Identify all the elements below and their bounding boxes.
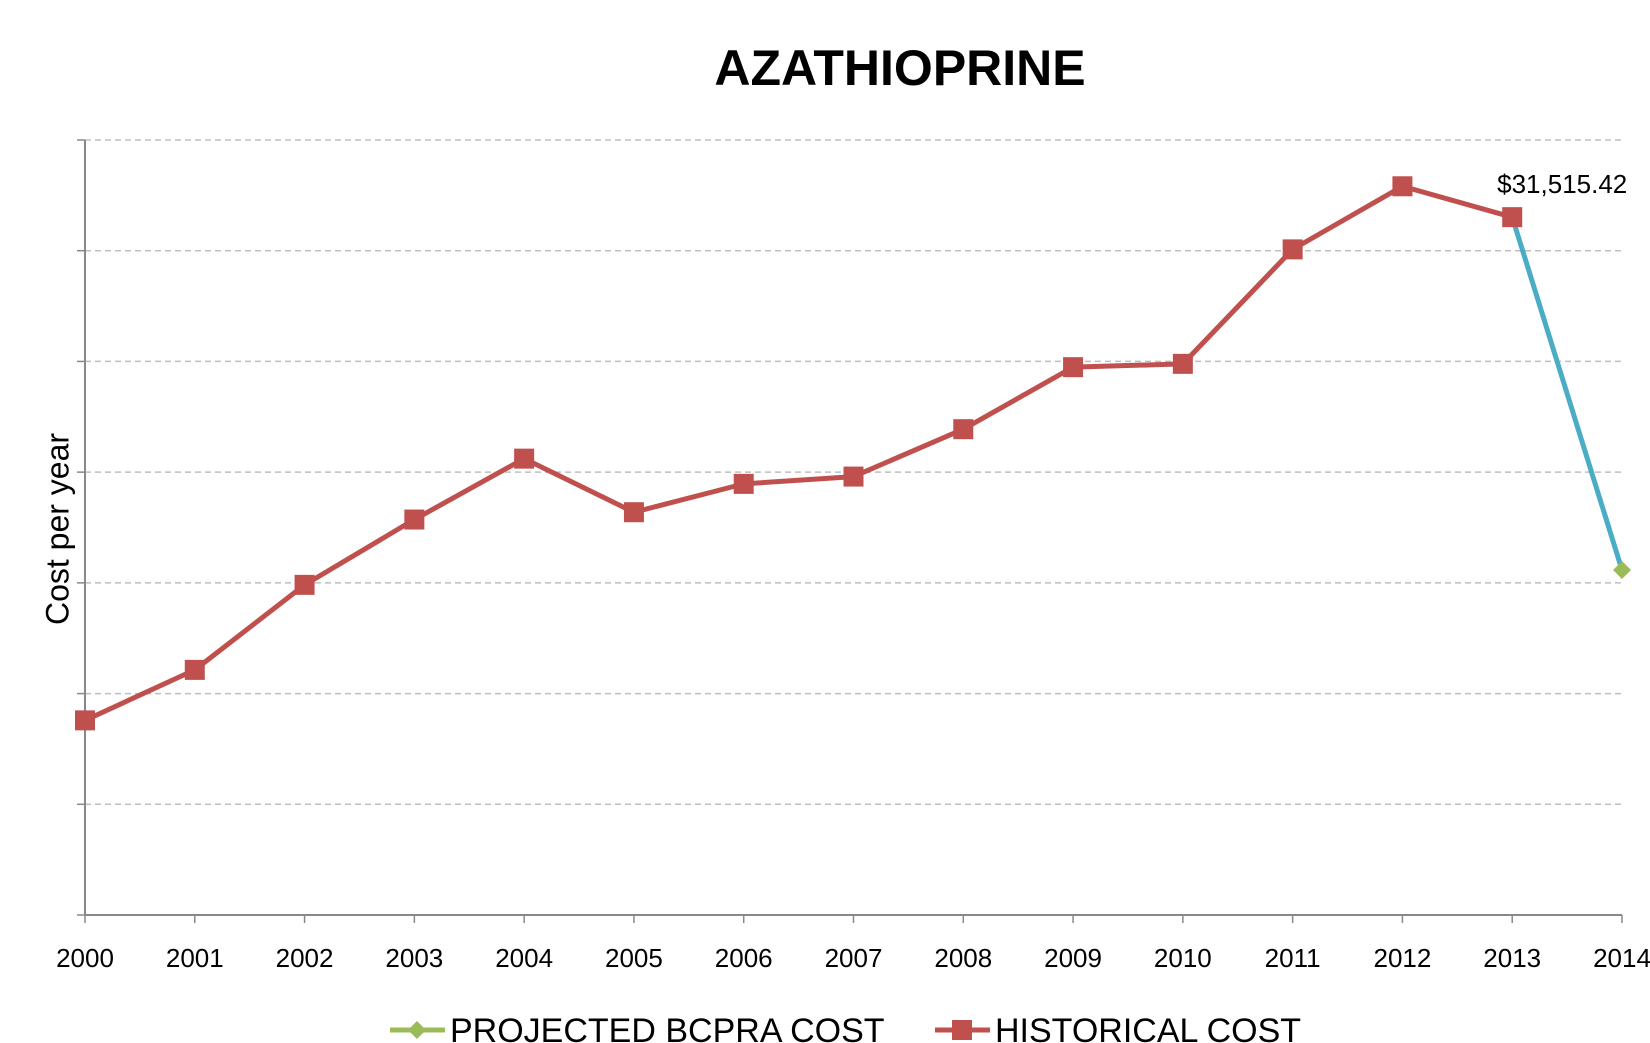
x-tick-label: 2011 bbox=[1265, 943, 1321, 973]
x-tick-label: 2014 bbox=[1593, 943, 1650, 973]
data-point bbox=[75, 710, 95, 731]
data-point bbox=[1282, 239, 1303, 260]
data-point bbox=[843, 466, 864, 487]
legend-marker bbox=[408, 1021, 426, 1039]
x-tick-label: 2004 bbox=[495, 943, 553, 973]
data-point bbox=[1392, 176, 1413, 197]
data-point bbox=[1502, 207, 1523, 228]
data-point bbox=[184, 659, 205, 680]
data-label: $31,515.42 bbox=[1497, 169, 1627, 199]
data-point bbox=[1613, 561, 1631, 580]
series-line bbox=[1509, 216, 1625, 571]
legend-label: HISTORICAL COST bbox=[995, 1012, 1301, 1043]
x-tick-label: 2005 bbox=[605, 943, 663, 973]
data-point bbox=[294, 574, 315, 595]
data-point bbox=[1172, 353, 1193, 374]
x-tick-label: 2010 bbox=[1154, 943, 1212, 973]
data-point bbox=[514, 448, 535, 469]
x-tick-label: 2006 bbox=[715, 943, 773, 973]
data-point bbox=[1063, 357, 1084, 378]
series-line bbox=[83, 183, 1513, 723]
x-tick-label: 2008 bbox=[934, 943, 992, 973]
chart-title: AZATHIOPRINE bbox=[714, 40, 1085, 96]
x-tick-label: 2002 bbox=[276, 943, 334, 973]
legend-label: PROJECTED BCPRA COST bbox=[450, 1012, 885, 1043]
data-point bbox=[404, 509, 425, 530]
legend-marker bbox=[952, 1020, 972, 1040]
x-tick-label: 2013 bbox=[1483, 943, 1541, 973]
x-tick-label: 2007 bbox=[825, 943, 883, 973]
data-point bbox=[733, 473, 754, 494]
x-tick-label: 2012 bbox=[1374, 943, 1432, 973]
x-tick-label: 2003 bbox=[385, 943, 443, 973]
data-point bbox=[953, 419, 974, 440]
x-tick-label: 2000 bbox=[56, 943, 114, 973]
data-point bbox=[623, 502, 644, 523]
x-tick-label: 2001 bbox=[166, 943, 224, 973]
y-axis-label: Cost per year bbox=[39, 433, 75, 625]
x-tick-label: 2009 bbox=[1044, 943, 1102, 973]
